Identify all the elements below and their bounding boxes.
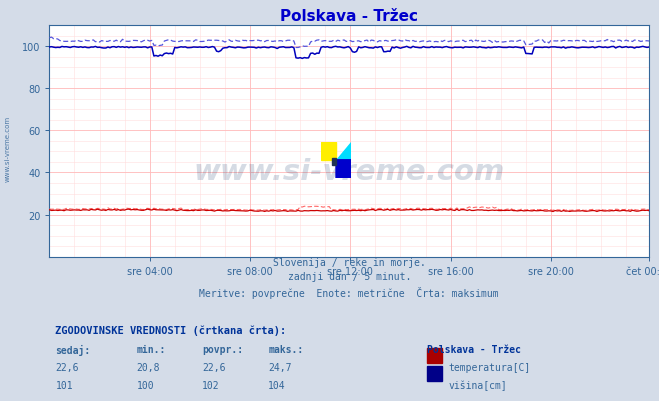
Text: 20,8: 20,8 [136,362,160,372]
Polygon shape [336,160,351,178]
Text: Polskava - Tržec: Polskava - Tržec [427,344,521,354]
Text: 24,7: 24,7 [268,362,292,372]
Text: www.si-vreme.com: www.si-vreme.com [5,115,11,181]
Text: Slovenija / reke in morje.
zadnji dan / 5 minut.
Meritve: povprečne  Enote: metr: Slovenija / reke in morje. zadnji dan / … [200,257,499,298]
Text: sedaj:: sedaj: [55,344,91,355]
Text: 100: 100 [136,380,154,390]
Text: 104: 104 [268,380,286,390]
Text: 102: 102 [202,380,220,390]
Text: povpr.:: povpr.: [202,344,243,354]
Text: maks.:: maks.: [268,344,304,354]
Text: 22,6: 22,6 [55,362,79,372]
Text: temperatura[C]: temperatura[C] [448,362,530,372]
Text: www.si-vreme.com: www.si-vreme.com [194,158,505,186]
FancyBboxPatch shape [427,366,442,381]
Text: 22,6: 22,6 [202,362,226,372]
Text: 101: 101 [55,380,73,390]
Text: ZGODOVINSKE VREDNOSTI (črtkana črta):: ZGODOVINSKE VREDNOSTI (črtkana črta): [55,324,287,335]
Text: min.:: min.: [136,344,166,354]
Polygon shape [336,142,351,160]
Text: višina[cm]: višina[cm] [448,380,507,391]
Bar [331,159,336,166]
Bar [336,160,351,178]
FancyBboxPatch shape [427,348,442,363]
Bar [322,142,336,160]
Title: Polskava - Tržec: Polskava - Tržec [280,8,418,24]
